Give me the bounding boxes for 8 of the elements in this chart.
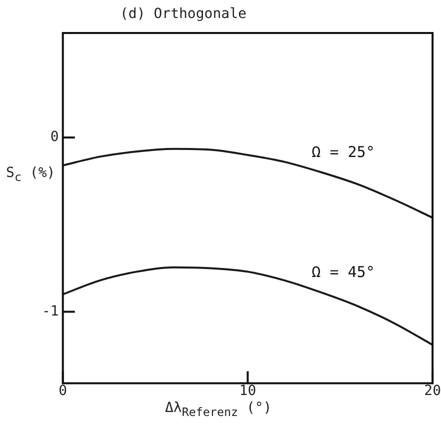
chart-title: (d) Orthogonale [120, 6, 246, 22]
x-axis-title: Δλ$_{Referenz}$ (°) [165, 400, 272, 419]
series-label: Ω = 25° [312, 142, 375, 161]
x-tick-label: 20 [424, 383, 441, 400]
y-axis-title: S$_{c}$ (%) [6, 165, 56, 184]
series-label: Ω = 45° [312, 262, 375, 281]
x-tick-label: 10 [239, 383, 256, 400]
y-tick-label: -1 [42, 303, 59, 320]
